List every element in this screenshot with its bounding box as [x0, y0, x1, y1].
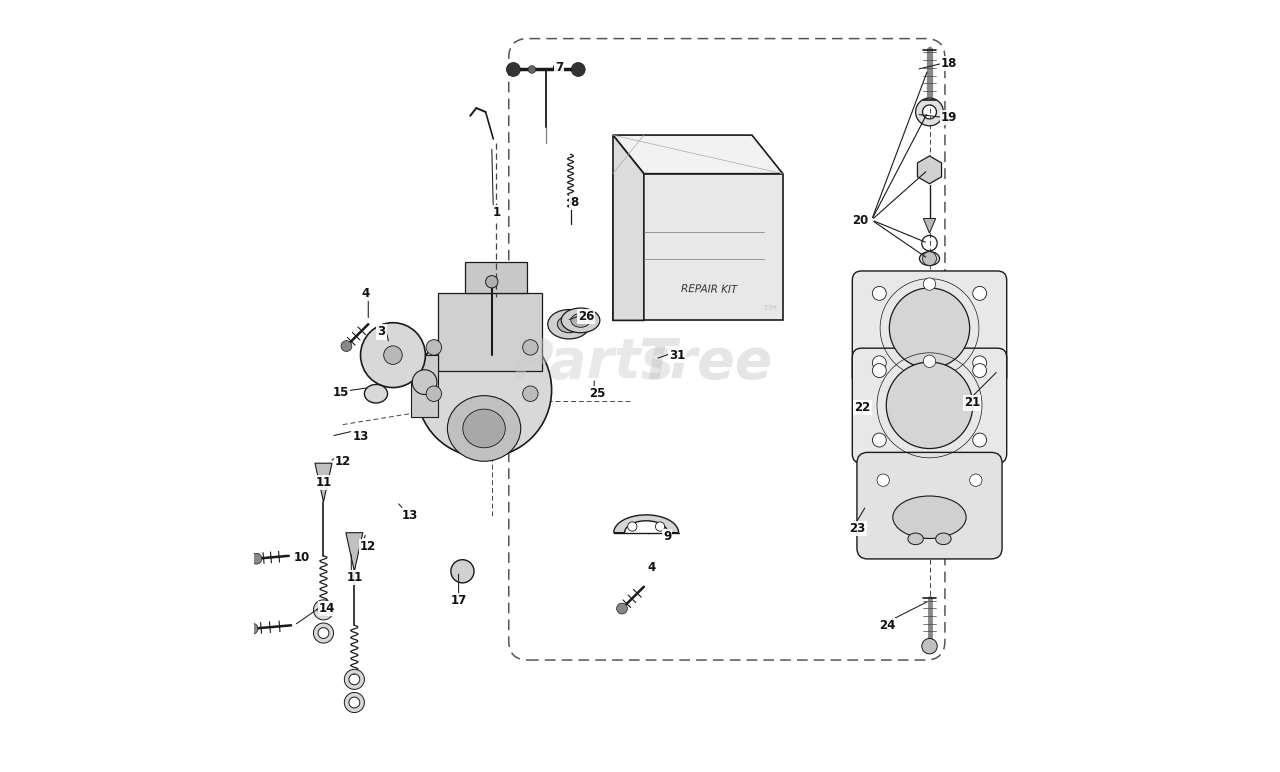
Circle shape	[361, 323, 425, 388]
Circle shape	[873, 286, 886, 300]
Text: REPAIR KIT: REPAIR KIT	[681, 284, 737, 295]
Circle shape	[973, 286, 987, 300]
Text: 4: 4	[362, 287, 370, 300]
Circle shape	[617, 603, 627, 614]
Circle shape	[412, 370, 436, 394]
FancyBboxPatch shape	[852, 271, 1006, 386]
Circle shape	[877, 474, 890, 486]
Polygon shape	[411, 355, 438, 417]
Polygon shape	[923, 218, 936, 233]
Circle shape	[507, 63, 521, 76]
Text: 24: 24	[879, 619, 895, 631]
Ellipse shape	[919, 252, 940, 266]
Polygon shape	[438, 293, 541, 371]
Circle shape	[529, 66, 536, 73]
Ellipse shape	[557, 316, 581, 333]
Polygon shape	[613, 174, 783, 320]
Circle shape	[655, 522, 664, 531]
Text: 17: 17	[451, 594, 467, 607]
Text: Tree: Tree	[639, 336, 773, 390]
Text: 11: 11	[346, 571, 362, 584]
Text: ™: ™	[760, 303, 780, 322]
Text: 12: 12	[360, 540, 376, 553]
Circle shape	[426, 386, 442, 401]
Circle shape	[340, 340, 352, 351]
Text: 18: 18	[941, 57, 957, 69]
Ellipse shape	[893, 496, 966, 539]
Ellipse shape	[416, 323, 552, 457]
Circle shape	[522, 340, 538, 355]
Circle shape	[873, 356, 886, 370]
Circle shape	[922, 638, 937, 654]
Ellipse shape	[908, 533, 923, 545]
Polygon shape	[613, 515, 678, 533]
Ellipse shape	[463, 409, 506, 448]
Text: 9: 9	[663, 530, 671, 543]
Circle shape	[890, 288, 970, 368]
Text: 22: 22	[854, 401, 870, 414]
Text: 11: 11	[315, 476, 332, 489]
Circle shape	[873, 433, 886, 447]
Text: Parts: Parts	[513, 336, 675, 390]
Text: 13: 13	[352, 430, 369, 442]
Circle shape	[970, 474, 982, 486]
Ellipse shape	[936, 533, 951, 545]
Polygon shape	[918, 156, 942, 184]
Circle shape	[426, 340, 442, 355]
Circle shape	[873, 364, 886, 378]
Circle shape	[973, 364, 987, 378]
Text: 19: 19	[941, 111, 957, 124]
Text: 25: 25	[589, 388, 605, 400]
Text: 8: 8	[571, 196, 579, 208]
Text: 7: 7	[554, 62, 563, 74]
Ellipse shape	[365, 384, 388, 403]
Ellipse shape	[548, 310, 590, 339]
Circle shape	[384, 346, 402, 364]
Text: 4: 4	[648, 561, 655, 574]
FancyBboxPatch shape	[856, 452, 1002, 559]
Circle shape	[451, 560, 474, 583]
Text: 1: 1	[493, 206, 502, 218]
Ellipse shape	[561, 308, 600, 333]
FancyBboxPatch shape	[852, 348, 1006, 463]
Text: 31: 31	[669, 349, 685, 361]
Circle shape	[251, 554, 262, 564]
Polygon shape	[315, 463, 332, 502]
Circle shape	[923, 355, 936, 367]
Text: 15: 15	[333, 386, 348, 398]
Circle shape	[923, 252, 937, 266]
Text: 13: 13	[402, 510, 419, 522]
Text: 10: 10	[293, 551, 310, 564]
Polygon shape	[613, 135, 644, 320]
Text: 3: 3	[378, 326, 385, 338]
Text: 14: 14	[319, 602, 335, 615]
Circle shape	[973, 356, 987, 370]
Circle shape	[485, 276, 498, 288]
Text: 21: 21	[964, 397, 980, 409]
Circle shape	[886, 362, 973, 449]
Text: 20: 20	[852, 214, 868, 226]
Polygon shape	[346, 533, 362, 571]
Circle shape	[571, 63, 585, 76]
Circle shape	[627, 522, 637, 531]
Text: 12: 12	[334, 455, 351, 468]
Text: 26: 26	[577, 310, 594, 323]
Circle shape	[973, 433, 987, 447]
Ellipse shape	[448, 395, 521, 461]
Polygon shape	[465, 262, 526, 293]
Text: 23: 23	[850, 523, 865, 535]
Ellipse shape	[571, 313, 590, 327]
Circle shape	[522, 386, 538, 401]
Polygon shape	[613, 135, 783, 174]
Circle shape	[923, 278, 936, 290]
Circle shape	[247, 623, 259, 634]
